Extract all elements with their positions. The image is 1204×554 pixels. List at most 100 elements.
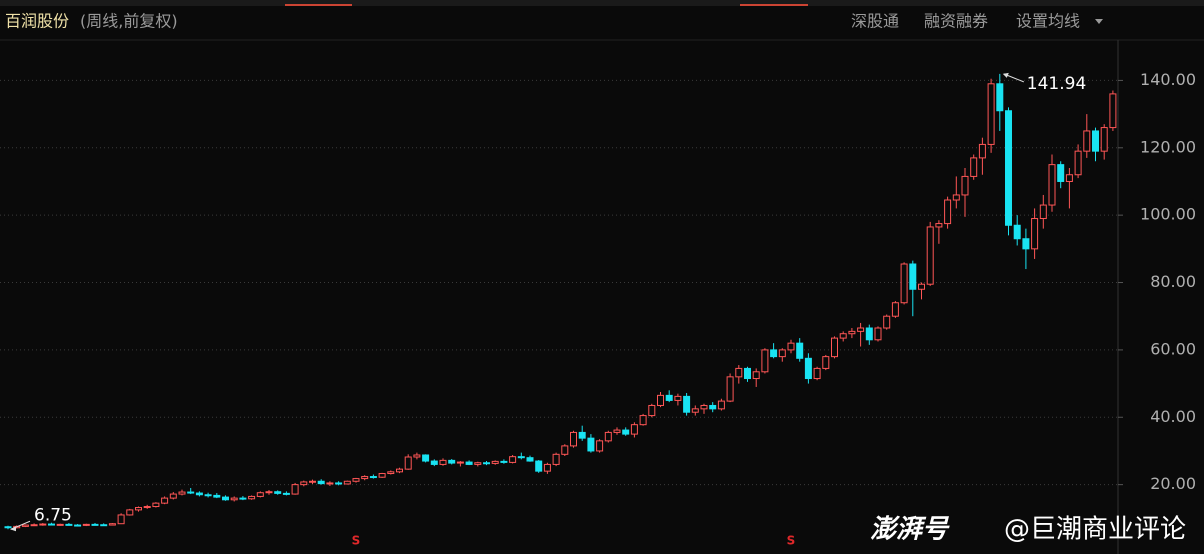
candle-body (665, 394, 673, 401)
candle-body (683, 395, 691, 413)
candle-body (439, 459, 447, 465)
candle-body (831, 337, 838, 358)
candle-body (726, 376, 734, 402)
candle-body (74, 524, 82, 527)
candle-body (4, 526, 12, 529)
candle-body (909, 263, 917, 290)
candle-body (552, 453, 560, 465)
candle-body (456, 461, 464, 464)
candle-body (100, 524, 108, 527)
candle-body (587, 437, 595, 452)
candle-body (657, 394, 664, 406)
candle-body (265, 491, 273, 494)
candle-body (48, 523, 55, 526)
candle-body (709, 404, 717, 410)
candle-body (509, 456, 517, 463)
candle-body (1100, 127, 1108, 152)
candle-body (378, 473, 386, 478)
candle-body (361, 476, 369, 480)
candle-body (309, 480, 316, 483)
toolbar-button[interactable]: 融资融券 (924, 12, 988, 31)
candle-body (65, 523, 73, 526)
candle-body (778, 349, 786, 358)
candle-body (770, 349, 778, 358)
candle-body (1109, 93, 1117, 129)
candle-body (804, 357, 812, 380)
candle-body (891, 302, 899, 317)
candle-body (970, 157, 978, 177)
candle-body (222, 496, 229, 501)
candle-body (996, 83, 1004, 112)
candle-body (143, 506, 151, 509)
candle-body (152, 502, 160, 508)
candle-body (761, 349, 769, 373)
candle-body (978, 143, 986, 159)
y-tick-label: 40.00 (1150, 407, 1196, 426)
candle-body (935, 223, 943, 228)
candle-body (335, 482, 343, 485)
candle-body (1083, 130, 1091, 152)
annotation-arrowhead (1002, 72, 1009, 78)
candle-body (500, 460, 508, 463)
min-label: 6.75 (34, 505, 72, 525)
candle-body (1092, 130, 1099, 152)
candle-body (291, 484, 299, 495)
candle-body (491, 460, 499, 464)
watermark: 澎湃号 (870, 515, 950, 545)
candle-body (448, 459, 456, 464)
candle-body (578, 431, 586, 439)
candle-body (396, 468, 403, 473)
y-tick-label: 60.00 (1150, 339, 1196, 358)
toolbar-button[interactable]: 深股通 (851, 12, 899, 31)
watermark: @巨潮商业评论 (1004, 515, 1186, 545)
candle-body (700, 404, 708, 410)
candle-body (952, 194, 960, 201)
dropdown-arrow (1095, 19, 1103, 24)
candle-body (961, 175, 969, 196)
candle-body (239, 497, 247, 500)
candle-body (926, 226, 934, 285)
candle-body (717, 400, 725, 410)
candle-body (987, 83, 995, 145)
candle-body (1039, 204, 1047, 220)
candle-body (639, 415, 647, 426)
candle-body (1048, 164, 1056, 206)
candle-body (535, 460, 543, 472)
candle-body (674, 395, 682, 401)
candle-body (752, 371, 760, 380)
candle-body (1057, 164, 1065, 182)
y-tick-label: 140.00 (1140, 70, 1196, 89)
signal-marker: S (352, 534, 361, 548)
candle-body (282, 492, 290, 495)
candle-body (944, 199, 952, 225)
candle-body (108, 523, 116, 526)
candle-body (526, 457, 534, 462)
candle-body (352, 478, 360, 482)
annotation-arrowhead (10, 526, 16, 532)
candle-body (1065, 174, 1073, 182)
candle-body (865, 327, 873, 341)
candle-body (422, 454, 430, 462)
candle-body (1005, 110, 1012, 226)
candle-body (744, 367, 751, 380)
candle-body (630, 424, 638, 435)
candle-body (1031, 218, 1039, 250)
candle-body (248, 495, 256, 500)
candle-body (604, 431, 612, 442)
candle-body (369, 476, 377, 479)
candle-body (570, 431, 577, 447)
candle-body (787, 342, 795, 351)
candle-body (117, 514, 125, 525)
candle-body (82, 523, 90, 526)
candle-body (848, 330, 856, 335)
candle-body (135, 507, 142, 511)
candle-body (387, 471, 395, 475)
candle-body (204, 494, 212, 497)
candle-body (813, 367, 821, 380)
candle-body (822, 356, 830, 369)
chart-subtitle: (周线,前复权) (80, 12, 178, 31)
candle-body (300, 481, 308, 486)
candle-body (1013, 224, 1021, 240)
toolbar-button[interactable]: 设置均线 (1016, 12, 1080, 31)
